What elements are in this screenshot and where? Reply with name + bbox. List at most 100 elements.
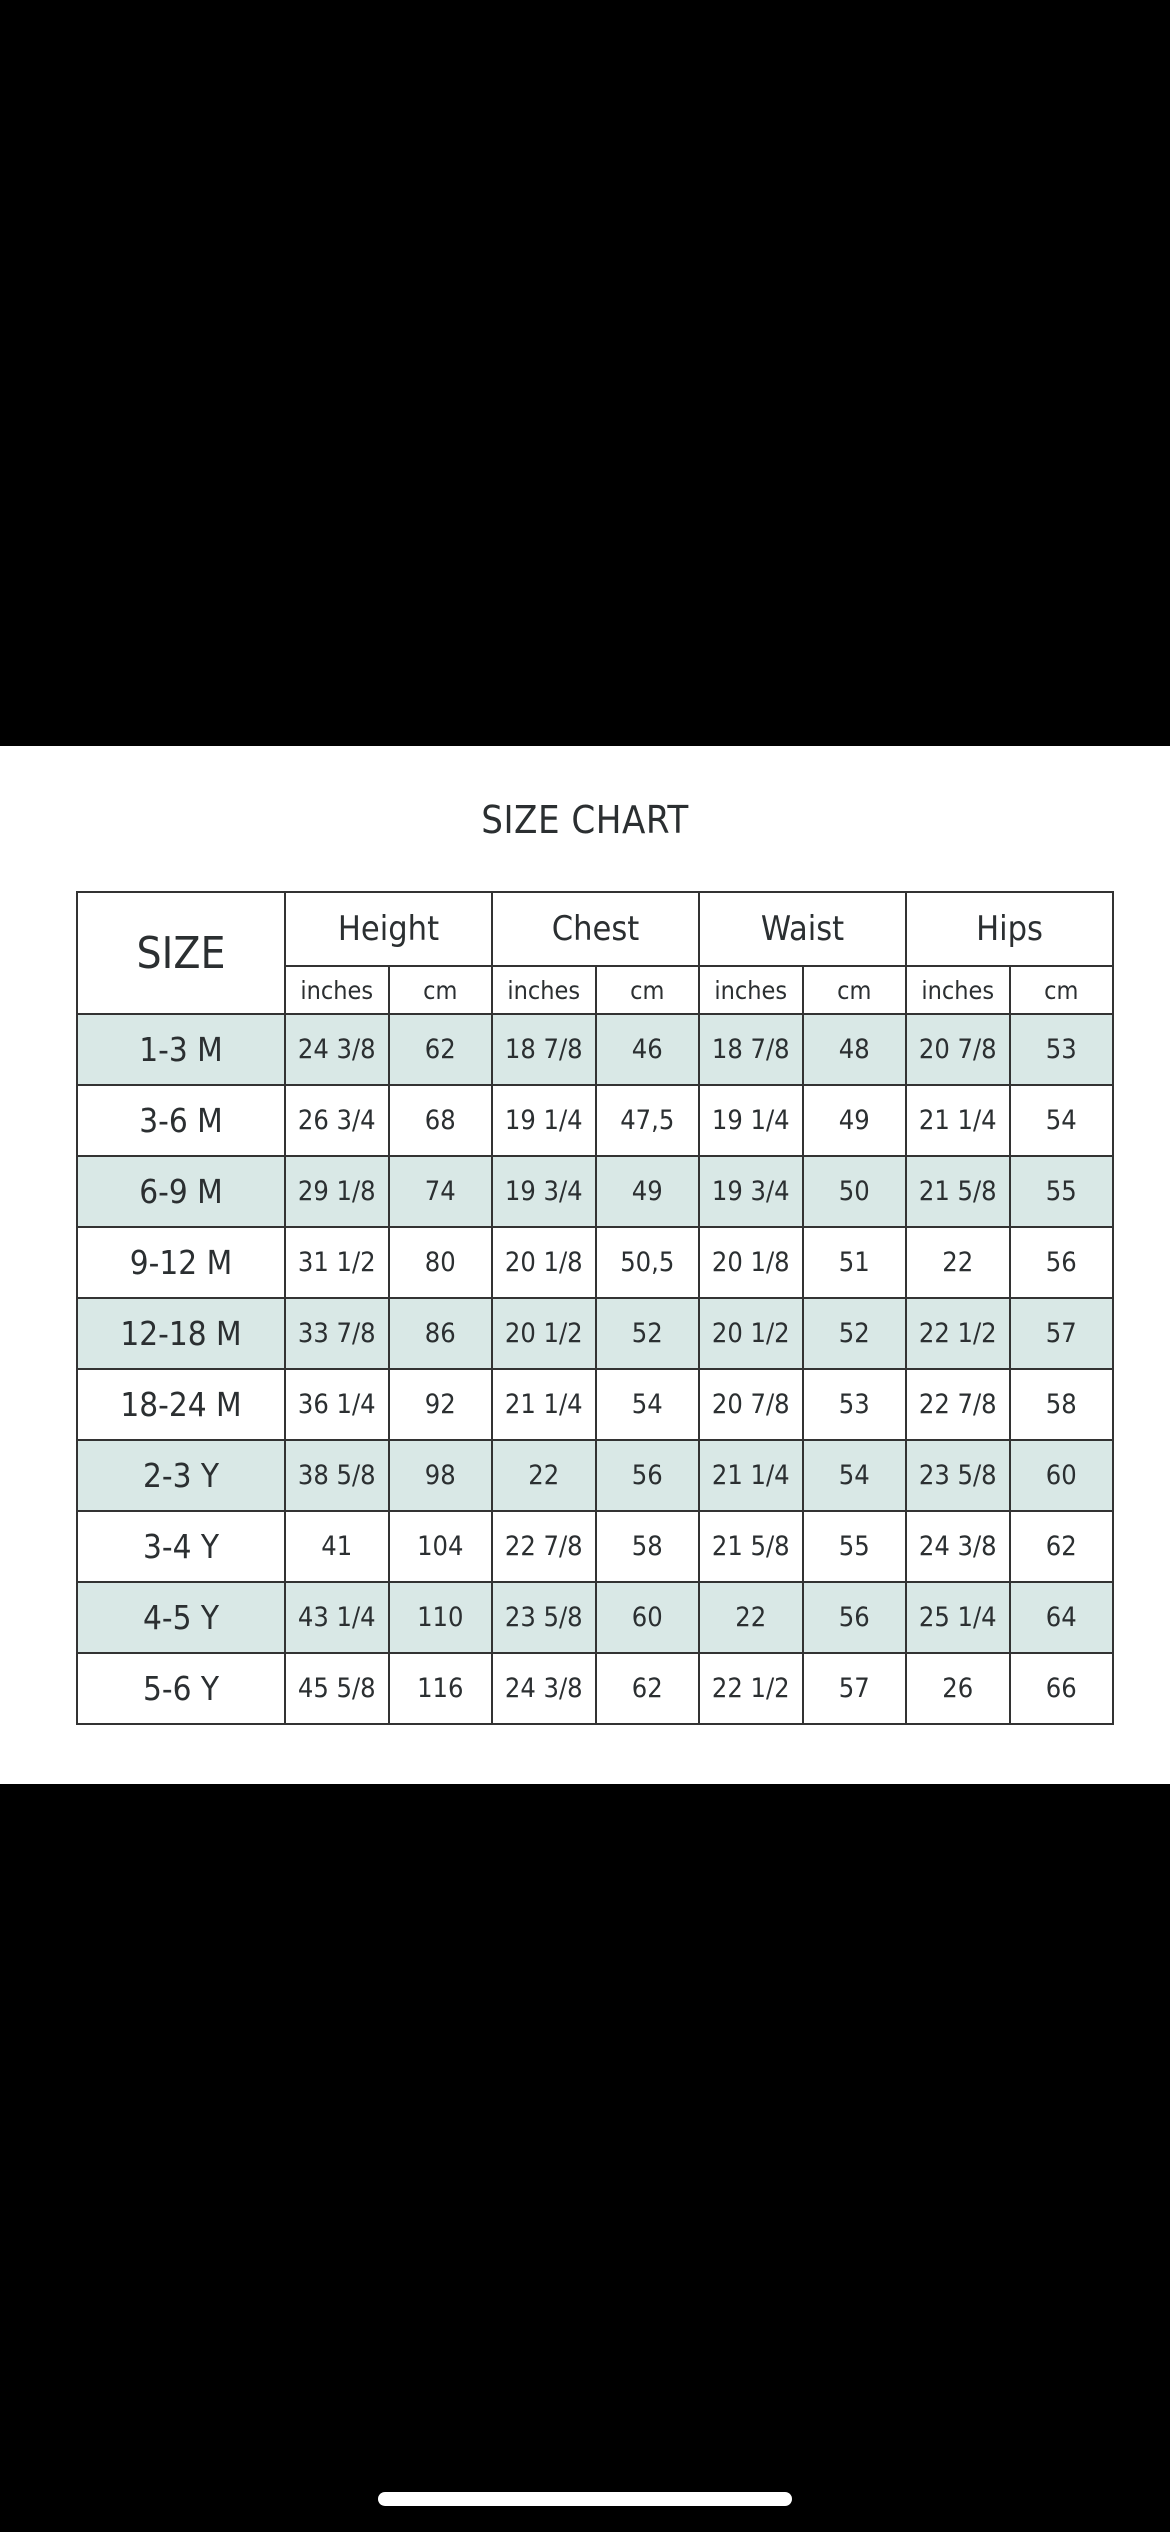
value-cell: 58: [594, 1510, 700, 1583]
value-cell: 20 7/8: [905, 1013, 1011, 1086]
value-cell: 52: [594, 1297, 700, 1370]
value-cell: 52: [801, 1297, 907, 1370]
value-cell: 66: [1008, 1652, 1114, 1725]
value-cell: 57: [801, 1652, 907, 1725]
value-cell: 48: [801, 1013, 907, 1086]
value-cell: 19 1/4: [698, 1084, 804, 1157]
value-cell: 46: [594, 1013, 700, 1086]
column-group-chest: Chest: [491, 891, 700, 967]
table-row: 5-6 Y 45 5/8 116 24 3/8 62 22 1/2 57 26 66: [76, 1652, 1114, 1725]
value-cell: 56: [801, 1581, 907, 1654]
value-cell: 62: [387, 1013, 493, 1086]
value-cell: 116: [387, 1652, 493, 1725]
value-cell: 55: [801, 1510, 907, 1583]
value-cell: 43 1/4: [284, 1581, 390, 1654]
value-cell: 20 1/8: [698, 1226, 804, 1299]
home-indicator[interactable]: [378, 2492, 792, 2506]
unit-header: cm: [387, 965, 493, 1015]
value-cell: 57: [1008, 1297, 1114, 1370]
value-cell: 56: [594, 1439, 700, 1512]
value-cell: 47,5: [594, 1084, 700, 1157]
value-cell: 21 1/4: [491, 1368, 597, 1441]
table-row: 1-3 M 24 3/8 62 18 7/8 46 18 7/8 48 20 7/8 53: [76, 1013, 1114, 1086]
column-group-height: Height: [284, 891, 493, 967]
value-cell: 22 1/2: [698, 1652, 804, 1725]
value-cell: 22 7/8: [491, 1510, 597, 1583]
value-cell: 22: [905, 1226, 1011, 1299]
value-cell: 62: [594, 1652, 700, 1725]
table-row: 18-24 M 36 1/4 92 21 1/4 54 20 7/8 53 22 7/8 58: [76, 1368, 1114, 1441]
value-cell: 19 3/4: [698, 1155, 804, 1228]
unit-header: cm: [1008, 965, 1114, 1015]
value-cell: 23 5/8: [491, 1581, 597, 1654]
size-cell: 2-3 Y: [76, 1439, 286, 1512]
value-cell: 53: [1008, 1013, 1114, 1086]
table-row: 2-3 Y 38 5/8 98 22 56 21 1/4 54 23 5/8 60: [76, 1439, 1114, 1512]
chart-title: SIZE CHART: [481, 798, 689, 842]
value-cell: 54: [801, 1439, 907, 1512]
value-cell: 21 5/8: [905, 1155, 1011, 1228]
value-cell: 19 1/4: [491, 1084, 597, 1157]
table-row: 9-12 M 31 1/2 80 20 1/8 50,5 20 1/8 51 22 56: [76, 1226, 1114, 1299]
value-cell: 22 1/2: [905, 1297, 1011, 1370]
table-row: 12-18 M 33 7/8 86 20 1/2 52 20 1/2 52 22 1/2 57: [76, 1297, 1114, 1370]
size-cell: 12-18 M: [76, 1297, 286, 1370]
value-cell: 33 7/8: [284, 1297, 390, 1370]
value-cell: 21 5/8: [698, 1510, 804, 1583]
value-cell: 22 7/8: [905, 1368, 1011, 1441]
size-cell: 1-3 M: [76, 1013, 286, 1086]
value-cell: 21 1/4: [698, 1439, 804, 1512]
value-cell: 45 5/8: [284, 1652, 390, 1725]
size-cell: 4-5 Y: [76, 1581, 286, 1654]
unit-header: inches: [905, 965, 1011, 1015]
value-cell: 58: [1008, 1368, 1114, 1441]
value-cell: 60: [1008, 1439, 1114, 1512]
value-cell: 24 3/8: [284, 1013, 390, 1086]
size-header: SIZE: [76, 891, 286, 1015]
value-cell: 25 1/4: [905, 1581, 1011, 1654]
table-row: 4-5 Y 43 1/4 110 23 5/8 60 22 56 25 1/4 64: [76, 1581, 1114, 1654]
size-cell: 5-6 Y: [76, 1652, 286, 1725]
column-group-waist: Waist: [698, 891, 907, 967]
value-cell: 110: [387, 1581, 493, 1654]
value-cell: 20 1/8: [491, 1226, 597, 1299]
value-cell: 56: [1008, 1226, 1114, 1299]
value-cell: 24 3/8: [905, 1510, 1011, 1583]
value-cell: 64: [1008, 1581, 1114, 1654]
size-chart-image: SIZE CHART SIZE Height Chest Waist Hips inc…: [0, 746, 1170, 1784]
size-cell: 3-4 Y: [76, 1510, 286, 1583]
unit-header: cm: [594, 965, 700, 1015]
unit-header: inches: [491, 965, 597, 1015]
value-cell: 55: [1008, 1155, 1114, 1228]
value-cell: 23 5/8: [905, 1439, 1011, 1512]
value-cell: 26 3/4: [284, 1084, 390, 1157]
value-cell: 60: [594, 1581, 700, 1654]
value-cell: 21 1/4: [905, 1084, 1011, 1157]
value-cell: 20 1/2: [491, 1297, 597, 1370]
value-cell: 22: [491, 1439, 597, 1512]
size-cell: 18-24 M: [76, 1368, 286, 1441]
unit-header: inches: [698, 965, 804, 1015]
value-cell: 51: [801, 1226, 907, 1299]
value-cell: 62: [1008, 1510, 1114, 1583]
value-cell: 36 1/4: [284, 1368, 390, 1441]
value-cell: 54: [1008, 1084, 1114, 1157]
value-cell: 22: [698, 1581, 804, 1654]
value-cell: 19 3/4: [491, 1155, 597, 1228]
unit-header: inches: [284, 965, 390, 1015]
value-cell: 38 5/8: [284, 1439, 390, 1512]
value-cell: 54: [594, 1368, 700, 1441]
value-cell: 18 7/8: [491, 1013, 597, 1086]
value-cell: 20 1/2: [698, 1297, 804, 1370]
value-cell: 74: [387, 1155, 493, 1228]
table-row: 3-6 M 26 3/4 68 19 1/4 47,5 19 1/4 49 21 1/4 54: [76, 1084, 1114, 1157]
value-cell: 26: [905, 1652, 1011, 1725]
column-group-hips: Hips: [905, 891, 1114, 967]
value-cell: 50: [801, 1155, 907, 1228]
table-row: 6-9 M 29 1/8 74 19 3/4 49 19 3/4 50 21 5/8 55: [76, 1155, 1114, 1228]
size-cell: 6-9 M: [76, 1155, 286, 1228]
value-cell: 98: [387, 1439, 493, 1512]
value-cell: 50,5: [594, 1226, 700, 1299]
table-row: 3-4 Y 41 104 22 7/8 58 21 5/8 55 24 3/8 62: [76, 1510, 1114, 1583]
value-cell: 86: [387, 1297, 493, 1370]
